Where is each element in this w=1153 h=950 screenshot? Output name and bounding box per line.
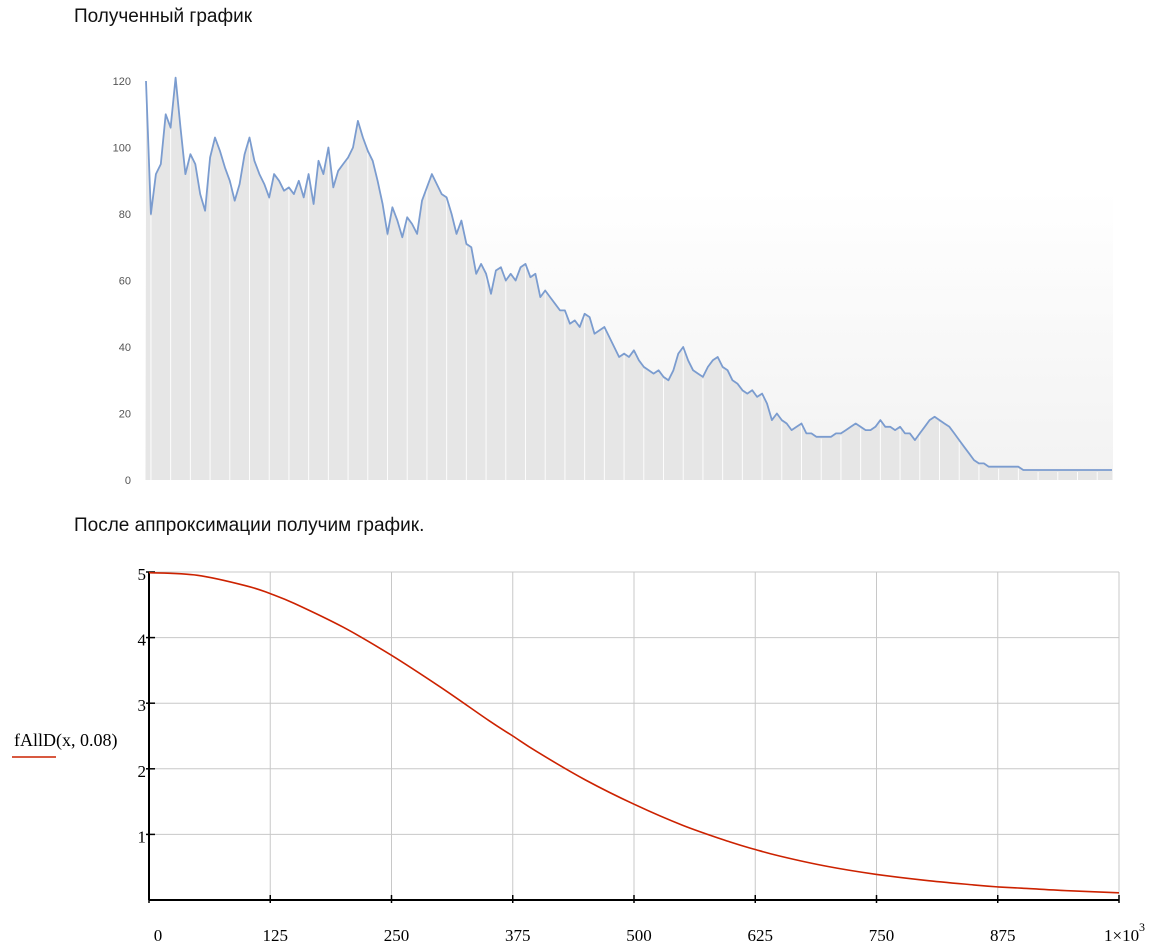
chart2-xtick-label: 250 xyxy=(384,926,410,945)
chart2-xtick-label: 750 xyxy=(869,926,895,945)
chart2-ylabel: fAllD(x, 0.08) xyxy=(14,730,117,751)
chart2-xtick-label: 125 xyxy=(263,926,289,945)
chart2-xtick-label: 625 xyxy=(748,926,774,945)
chart2-ytick-label: 3 xyxy=(138,696,147,715)
chart2-xtick-label: 875 xyxy=(990,926,1016,945)
chart1-ytick-label: 40 xyxy=(119,342,131,354)
chart2-xtick-label: 500 xyxy=(626,926,652,945)
chart2-ytick-label: 2 xyxy=(138,762,147,781)
chart2-xtick-label: 1×10 xyxy=(1104,926,1139,945)
chart1-ytick-label: 80 xyxy=(119,209,131,221)
heading-received-chart: Полученный график xyxy=(74,6,253,27)
chart2-xtick-label: 375 xyxy=(505,926,531,945)
chart2-ytick-label: 4 xyxy=(138,631,147,650)
received-area-chart: 0 20 40 60 80 100 120 xyxy=(113,76,1113,487)
chart1-ytick-label: 0 xyxy=(125,475,131,487)
chart1-series-line xyxy=(145,76,1112,471)
chart2-series-line xyxy=(148,571,1120,894)
chart2-xtick-label: 0 xyxy=(154,926,163,945)
chart2-ytick-label: 1 xyxy=(138,827,147,846)
heading-approximation: После аппроксимации получим график. xyxy=(74,515,425,536)
chart1-ytick-label: 100 xyxy=(113,143,131,155)
chart2-xtick-exponent: 3 xyxy=(1139,920,1145,934)
chart2-ytick-label: 5 xyxy=(138,565,147,584)
chart1-ytick-label: 60 xyxy=(119,276,131,288)
chart1-ytick-label: 20 xyxy=(119,409,131,421)
chart1-ytick-label: 120 xyxy=(113,76,131,88)
